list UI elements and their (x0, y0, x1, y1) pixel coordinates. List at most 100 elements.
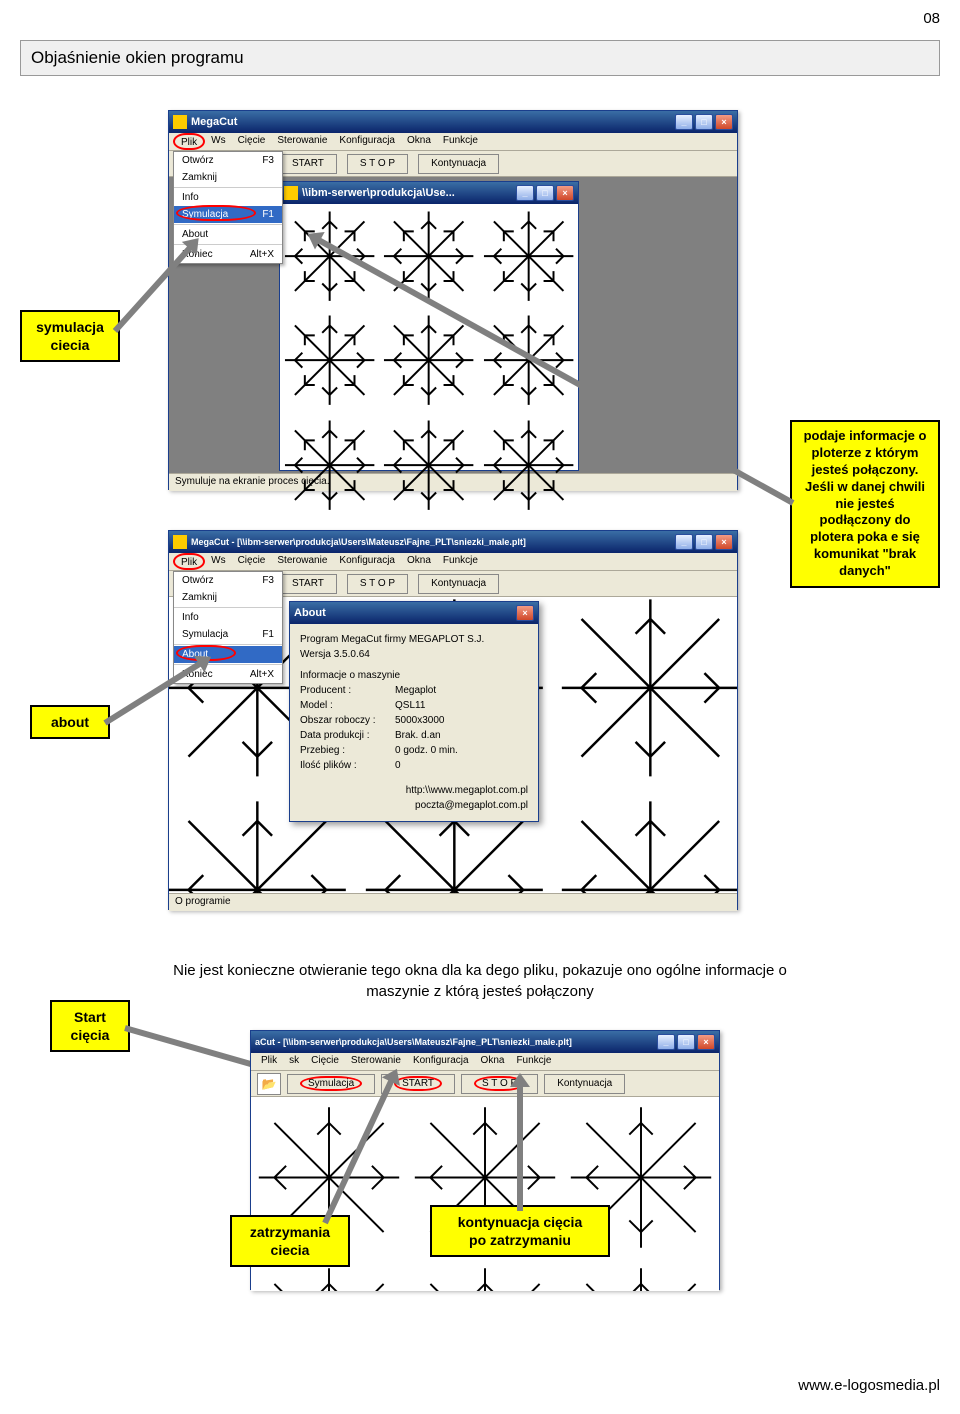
menu-zamknij[interactable]: Zamknij (174, 589, 282, 606)
menu-item[interactable]: sk (283, 1053, 305, 1070)
symulacja-button[interactable]: Symulacja (287, 1074, 375, 1094)
label-kontynuacja: kontynuacja cięcia po zatrzymaniu (430, 1205, 610, 1257)
about-row: Model :QSL11 (300, 698, 528, 713)
menu-item[interactable]: Konfiguracja (333, 133, 401, 150)
about-url: http:\\www.megaplot.com.pl (300, 783, 528, 798)
menu-otworz[interactable]: OtwórzF3 (174, 152, 282, 169)
label-info: podaje informacje o ploterze z którym je… (790, 420, 940, 588)
footer-url: www.e-logosmedia.pl (798, 1377, 940, 1394)
max-button[interactable]: □ (695, 534, 713, 550)
min-button[interactable]: _ (657, 1034, 675, 1050)
label-zatrzymania: zatrzymania ciecia (230, 1215, 350, 1267)
kontynuacja-button[interactable]: Kontynuacja (418, 154, 499, 174)
open-icon[interactable]: 📂 (257, 1073, 281, 1095)
stop-button[interactable]: S T O P (347, 574, 408, 594)
min-button[interactable]: _ (516, 185, 534, 201)
close-button[interactable]: × (516, 605, 534, 621)
snowflake (479, 308, 578, 412)
min-button[interactable]: _ (675, 534, 693, 550)
kontynuacja-button[interactable]: Kontynuacja (418, 574, 499, 594)
about-mail: poczta@megaplot.com.pl (300, 798, 528, 813)
menu-item[interactable]: Funkcje (437, 553, 484, 570)
menu-info[interactable]: Info (174, 189, 282, 206)
about-dialog: About × Program MegaCut firmy MEGAPLOT S… (289, 601, 539, 822)
caption-text: Nie jest konieczne otwieranie tego okna … (140, 960, 820, 1002)
about-prog: Program MegaCut firmy MEGAPLOT S.J. (300, 632, 528, 647)
menu-item[interactable]: Sterowanie (271, 133, 333, 150)
title-text: MegaCut (191, 116, 237, 128)
snowflake (479, 413, 578, 517)
statusbar-2: O programie (169, 893, 737, 911)
title-text: aCut - [\\ibm-serwer\produkcja\Users\Mat… (255, 1037, 572, 1047)
snowflake (479, 204, 578, 308)
menu-plik[interactable]: Plik (173, 553, 205, 570)
menu-symulacja[interactable]: SymulacjaF1 (174, 626, 282, 643)
about-row: Ilość plików :0 (300, 758, 528, 773)
about-row: Obszar roboczy :5000x3000 (300, 713, 528, 728)
menu-item[interactable]: Konfiguracja (333, 553, 401, 570)
menubar-3[interactable]: Plik sk Cięcie Sterowanie Konfiguracja O… (251, 1053, 719, 1071)
about-titlebar[interactable]: About × (290, 602, 538, 624)
menu-item[interactable]: Plik (255, 1053, 283, 1070)
menu-info[interactable]: Info (174, 609, 282, 626)
menu-item[interactable]: Funkcje (510, 1053, 557, 1070)
max-button[interactable]: □ (677, 1034, 695, 1050)
menu-item[interactable]: Cięcie (232, 133, 272, 150)
menu-item[interactable]: Ws (205, 133, 231, 150)
doc-icon (284, 186, 298, 200)
stop-button[interactable]: S T O P (347, 154, 408, 174)
snowflake (379, 413, 478, 517)
menu-item[interactable]: Okna (401, 133, 437, 150)
title-text: MegaCut - [\\ibm-serwer\produkcja\Users\… (191, 537, 526, 547)
about-ver: Wersja 3.5.0.64 (300, 647, 528, 662)
min-button[interactable]: _ (675, 114, 693, 130)
menu-item[interactable]: Okna (475, 1053, 511, 1070)
close-button[interactable]: × (715, 114, 733, 130)
close-button[interactable]: × (697, 1034, 715, 1050)
about-body: Program MegaCut firmy MEGAPLOT S.J. Wers… (290, 624, 538, 821)
start-button[interactable]: START (279, 574, 337, 594)
label-start: Start cięcia (50, 1000, 130, 1052)
about-info-hdr: Informacje o maszynie (300, 668, 528, 683)
about-row: Producent :Megaplot (300, 683, 528, 698)
menu-item[interactable]: Konfiguracja (407, 1053, 475, 1070)
snowflake (280, 308, 379, 412)
snowflake (280, 204, 379, 308)
window-megacut-2: MegaCut - [\\ibm-serwer\produkcja\Users\… (168, 530, 738, 910)
max-button[interactable]: □ (695, 114, 713, 130)
menu-item[interactable]: Cięcie (305, 1053, 345, 1070)
menu-item[interactable]: Cięcie (232, 553, 272, 570)
inner-window-1: \\ibm-serwer\produkcja\Use... _ □ × (279, 181, 579, 471)
max-button[interactable]: □ (536, 185, 554, 201)
arrow-kontynuacja (517, 1083, 523, 1211)
start-button[interactable]: START (279, 154, 337, 174)
app-icon (173, 115, 187, 129)
titlebar-2[interactable]: MegaCut - [\\ibm-serwer\produkcja\Users\… (169, 531, 737, 553)
about-title: About (294, 607, 326, 619)
about-row: Przebieg :0 godz. 0 min. (300, 743, 528, 758)
menu-item[interactable]: Sterowanie (345, 1053, 407, 1070)
snowflake (379, 204, 478, 308)
close-button[interactable]: × (715, 534, 733, 550)
menu-otworz[interactable]: OtwórzF3 (174, 572, 282, 589)
menubar-2[interactable]: Plik Ws Cięcie Sterowanie Konfiguracja O… (169, 553, 737, 571)
menu-item[interactable]: Funkcje (437, 133, 484, 150)
close-button[interactable]: × (556, 185, 574, 201)
inner-titlebar[interactable]: \\ibm-serwer\produkcja\Use... _ □ × (280, 182, 578, 204)
titlebar-3[interactable]: aCut - [\\ibm-serwer\produkcja\Users\Mat… (251, 1031, 719, 1053)
menu-item[interactable]: Sterowanie (271, 553, 333, 570)
menu-zamknij[interactable]: Zamknij (174, 169, 282, 186)
inner-title: \\ibm-serwer\produkcja\Use... (302, 187, 455, 199)
menu-symulacja[interactable]: SymulacjaF1 (174, 206, 282, 223)
page-number: 08 (923, 10, 940, 27)
titlebar-1[interactable]: MegaCut _ □ × (169, 111, 737, 133)
menu-plik[interactable]: Plik (173, 133, 205, 150)
kontynuacja-button[interactable]: Kontynuacja (544, 1074, 625, 1094)
menu-about[interactable]: About (174, 646, 282, 663)
app-icon (173, 535, 187, 549)
menu-item[interactable]: Okna (401, 553, 437, 570)
menubar-1[interactable]: Plik Ws Cięcie Sterowanie Konfiguracja O… (169, 133, 737, 151)
label-about: about (30, 705, 110, 739)
menu-item[interactable]: Ws (205, 553, 231, 570)
section-header: Objaśnienie okien programu (20, 40, 940, 76)
